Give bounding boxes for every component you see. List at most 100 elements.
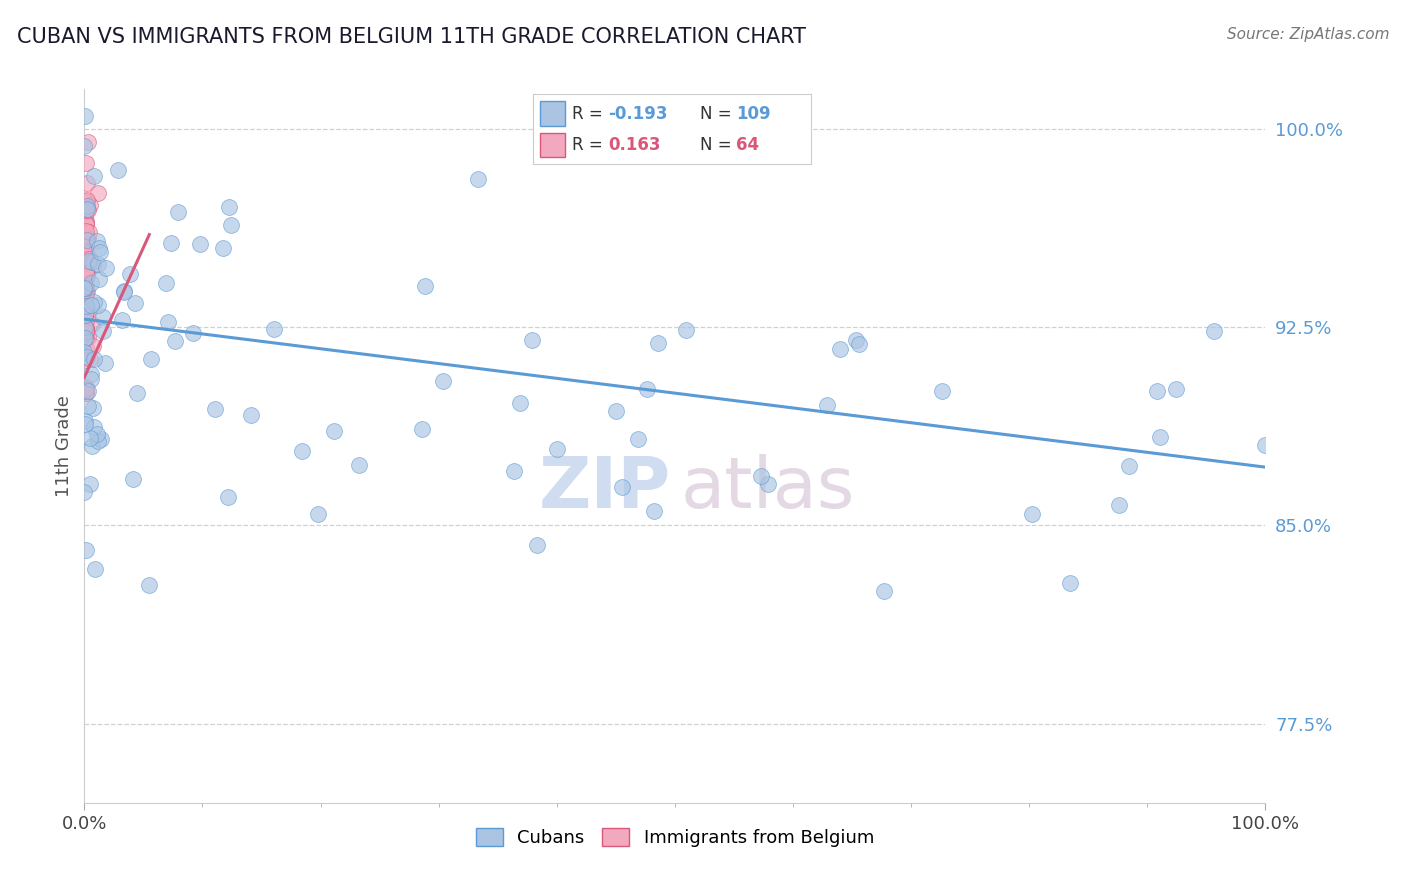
Point (165, 334, 187, 349)
Point (155, 276, 177, 290)
Point (87, 186, 110, 201)
Point (218, 200, 240, 214)
Point (82, 439, 104, 453)
Point (1164, 382, 1187, 396)
Point (73, 344, 96, 359)
Point (167, 204, 190, 219)
Point (82, 255, 104, 269)
Point (75, 382, 97, 396)
Point (75, 285, 97, 299)
Point (75, 217, 97, 231)
Point (75, 246, 97, 260)
Point (188, 237, 211, 252)
Point (76, 199, 98, 213)
Point (76, 350, 98, 364)
Point (91, 310, 114, 324)
Point (77, 135, 100, 149)
Point (75, 319, 97, 334)
Point (75, 244, 97, 259)
Point (873, 584, 896, 599)
Point (79, 351, 101, 366)
Point (75, 278, 97, 293)
Point (76, 330, 98, 344)
Point (263, 322, 285, 336)
Point (75, 386, 97, 401)
Point (73, 280, 96, 294)
Point (76, 267, 98, 281)
Point (75, 230, 97, 244)
Point (107, 163, 129, 178)
Point (82, 259, 104, 273)
Point (86, 234, 108, 248)
Point (307, 507, 329, 521)
Point (75, 314, 97, 328)
Point (77, 303, 100, 318)
Point (219, 218, 242, 232)
Point (75, 204, 97, 219)
Point (75, 380, 97, 394)
Point (75, 331, 97, 345)
Point (82, 339, 104, 353)
Point (75, 156, 97, 170)
Point (87, 272, 110, 286)
Point (87, 298, 110, 312)
Point (76, 176, 98, 190)
Point (1118, 459, 1140, 474)
Point (75, 236, 97, 251)
Point (77, 253, 100, 268)
Point (73, 333, 96, 347)
Point (75, 194, 97, 208)
Point (75, 321, 97, 335)
Point (503, 464, 526, 478)
Point (76, 193, 98, 207)
Point (526, 538, 548, 552)
Point (73, 281, 96, 295)
Point (75, 353, 97, 368)
Point (141, 352, 163, 367)
Point (413, 279, 436, 293)
Point (845, 333, 868, 347)
Point (79, 431, 101, 445)
Point (1254, 438, 1277, 452)
Point (86, 427, 108, 442)
Point (76, 284, 98, 298)
Point (1146, 384, 1168, 399)
Point (73, 485, 96, 500)
Point (610, 480, 633, 494)
Point (124, 296, 146, 310)
Point (1021, 507, 1043, 521)
Text: atlas: atlas (681, 454, 855, 524)
Point (508, 395, 530, 409)
Point (77, 252, 100, 266)
Point (160, 235, 183, 250)
Point (211, 241, 233, 255)
Point (75, 342, 97, 356)
Point (675, 323, 697, 337)
Point (73, 417, 96, 431)
Point (75, 386, 97, 401)
Point (637, 382, 659, 396)
Point (347, 458, 370, 473)
Point (75, 214, 97, 228)
Point (118, 268, 141, 282)
Point (75, 237, 97, 252)
Point (111, 312, 134, 326)
Point (112, 285, 135, 299)
Point (76, 233, 98, 247)
Point (815, 398, 838, 412)
Point (79, 198, 101, 212)
Point (89, 245, 111, 260)
Point (240, 408, 263, 422)
Point (76, 384, 98, 398)
Point (75, 195, 97, 210)
Text: Source: ZipAtlas.com: Source: ZipAtlas.com (1226, 27, 1389, 42)
Point (80, 298, 103, 312)
Point (82, 401, 104, 416)
Point (75, 543, 97, 558)
Point (432, 375, 454, 389)
Point (125, 386, 148, 401)
Point (122, 473, 145, 487)
Point (84, 562, 107, 576)
Point (75, 216, 97, 230)
Point (157, 316, 180, 330)
